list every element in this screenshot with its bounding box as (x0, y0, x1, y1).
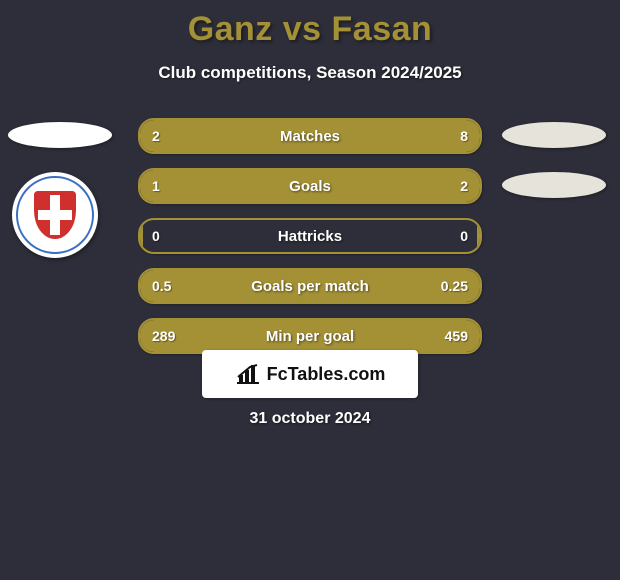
stat-label: Hattricks (140, 228, 480, 245)
left-logo-column (8, 122, 118, 258)
stat-label: Goals (140, 178, 480, 195)
page-subtitle: Club competitions, Season 2024/2025 (0, 63, 620, 83)
left-club-badge (12, 172, 98, 258)
stat-row-goals: 1 Goals 2 (138, 168, 482, 204)
shield-cross-horizontal (38, 210, 72, 220)
badge-shield (34, 191, 76, 239)
stat-val-right: 0.25 (441, 278, 468, 294)
stat-row-min-per-goal: 289 Min per goal 459 (138, 318, 482, 354)
stat-val-right: 8 (460, 128, 468, 144)
right-logo-column (502, 122, 612, 222)
stat-val-right: 0 (460, 228, 468, 244)
left-placeholder-1 (8, 122, 112, 148)
right-placeholder-2 (502, 172, 606, 198)
stat-label: Matches (140, 128, 480, 145)
stat-label: Min per goal (140, 328, 480, 345)
stat-row-goals-per-match: 0.5 Goals per match 0.25 (138, 268, 482, 304)
stats-container: 2 Matches 8 1 Goals 2 0 Hattricks 0 0.5 … (138, 118, 482, 368)
stat-label: Goals per match (140, 278, 480, 295)
stat-val-right: 2 (460, 178, 468, 194)
page-root: Ganz vs Fasan Club competitions, Season … (0, 0, 620, 580)
right-placeholder-1 (502, 122, 606, 148)
chart-icon (235, 363, 261, 385)
stat-row-matches: 2 Matches 8 (138, 118, 482, 154)
badge-ring (16, 176, 94, 254)
page-title: Ganz vs Fasan (0, 0, 620, 49)
stat-val-right: 459 (445, 328, 468, 344)
stat-row-hattricks: 0 Hattricks 0 (138, 218, 482, 254)
date-label: 31 october 2024 (0, 410, 620, 428)
brand-label: FcTables.com (267, 364, 386, 385)
brand-box: FcTables.com (202, 350, 418, 398)
